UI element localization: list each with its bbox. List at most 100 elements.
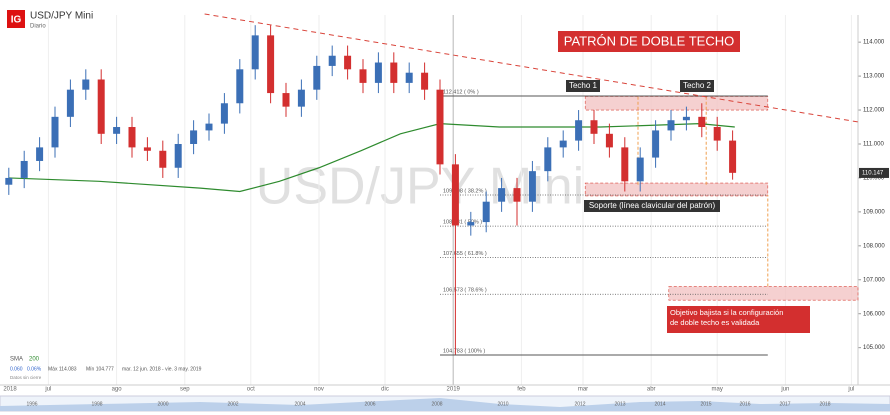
sma-line: [8, 123, 735, 193]
y-tick-label: 105.000: [863, 345, 885, 351]
y-tick-label: 112.000: [863, 108, 885, 114]
zone: [584, 182, 769, 197]
sma-period: 200: [29, 357, 40, 363]
x-tick-label: abr: [647, 387, 656, 393]
fib-label: 112.412 ( 0% ): [443, 90, 479, 96]
candle-body: [328, 55, 336, 66]
candle-body: [498, 188, 506, 202]
peak-label: Techo 2: [683, 81, 712, 90]
candle-body: [174, 143, 182, 168]
fib-label: 104.783 ( 100% ): [443, 348, 485, 354]
year-label: 2018: [3, 387, 17, 393]
x-tick-label: feb: [517, 387, 526, 393]
candle-body: [97, 79, 105, 134]
x-tick-label: jul: [847, 387, 854, 393]
candle-body: [528, 171, 536, 202]
candle-body: [729, 140, 737, 173]
navigator-year: 2012: [574, 401, 585, 407]
sma-name: SMA: [10, 357, 23, 363]
candle-body: [359, 69, 367, 83]
y-tick-label: 107.000: [863, 277, 885, 283]
candle-body: [421, 72, 429, 90]
navigator-area: [0, 398, 890, 411]
peak-label-box: [566, 80, 600, 92]
info-high: Máx 114.083: [48, 366, 77, 372]
candle-body: [605, 133, 613, 148]
x-tick-label: jun: [780, 387, 789, 393]
navigator-year: 2010: [497, 401, 508, 407]
candle-body: [713, 127, 721, 141]
y-tick-label: 106.000: [863, 311, 885, 317]
y-tick-label: 108.000: [863, 243, 885, 249]
candle-body: [267, 35, 275, 94]
y-tick-label: 113.000: [863, 74, 885, 80]
target-box: [667, 306, 810, 333]
candle-body: [143, 147, 151, 151]
zone: [668, 286, 859, 301]
candle-body: [451, 164, 459, 226]
navigator-year: 2014: [654, 401, 665, 407]
candle-body: [374, 62, 382, 83]
navigator-year: 2000: [157, 401, 168, 407]
candle-body: [128, 127, 136, 148]
candle-body: [82, 79, 90, 90]
candle-body: [282, 93, 290, 107]
candle-body: [236, 69, 244, 104]
candle-body: [698, 116, 706, 128]
candle-body: [559, 140, 567, 148]
y-tick-label: 109.000: [863, 209, 885, 215]
info-low: Mín 104.777: [86, 366, 114, 372]
candle-body: [205, 123, 213, 131]
navigator-year: 2013: [614, 401, 625, 407]
x-tick-label: nov: [314, 387, 324, 393]
x-tick-label: 2019: [447, 387, 461, 393]
candle-body: [575, 120, 583, 141]
x-tick-label: mar: [578, 387, 588, 393]
x-tick-label: sep: [180, 387, 190, 393]
navigator-year: 2008: [431, 401, 442, 407]
candle-body: [344, 55, 352, 70]
navigator-year: 2015: [700, 401, 711, 407]
logo: IG: [11, 15, 22, 26]
candle-body: [621, 147, 629, 182]
info-note: Datos sin cierre: [10, 375, 42, 380]
peak-label-box: [680, 80, 714, 92]
chart-title: PATRÓN DE DOBLE TECHO: [564, 33, 734, 48]
candle-body: [66, 89, 74, 117]
candle-body: [436, 89, 444, 165]
navigator-year: 1996: [26, 401, 37, 407]
candle-body: [313, 65, 321, 90]
info-range: mar. 12 jun. 2018 - vie. 3 may. 2019: [122, 366, 202, 372]
support-label-box: [584, 200, 720, 212]
info-change: 0.060: [10, 366, 23, 372]
candle-body: [652, 130, 660, 158]
candle-body: [51, 116, 59, 148]
fib-label: 109.498 ( 38.2% ): [443, 188, 487, 194]
title-box: [558, 31, 740, 52]
candle-body: [5, 177, 13, 185]
x-tick-label: jul: [44, 387, 51, 393]
candle-body: [20, 160, 28, 178]
navigator-year: 2002: [227, 401, 238, 407]
navigator-year: 1998: [91, 401, 102, 407]
candle-body: [113, 127, 121, 134]
y-tick-label: 114.000: [863, 40, 885, 46]
candle-body: [190, 130, 198, 144]
navigator-year: 2004: [294, 401, 305, 407]
candle-body: [36, 147, 44, 161]
period: Diario: [30, 24, 46, 30]
candle-body: [405, 72, 413, 83]
last-price-label: 110.147: [862, 171, 884, 177]
navigator-year: 2017: [779, 401, 790, 407]
last-price-box: [859, 167, 889, 178]
fib-label: 106.573 ( 78.6% ): [443, 288, 487, 294]
candle-body: [297, 89, 305, 107]
y-tick-label: 110.000: [863, 176, 885, 182]
candle-body: [636, 157, 644, 182]
trendline: [204, 13, 859, 123]
candle-body: [667, 120, 675, 131]
target-label: Objetivo bajista si la configuración: [670, 308, 783, 317]
candle-body: [513, 188, 521, 202]
